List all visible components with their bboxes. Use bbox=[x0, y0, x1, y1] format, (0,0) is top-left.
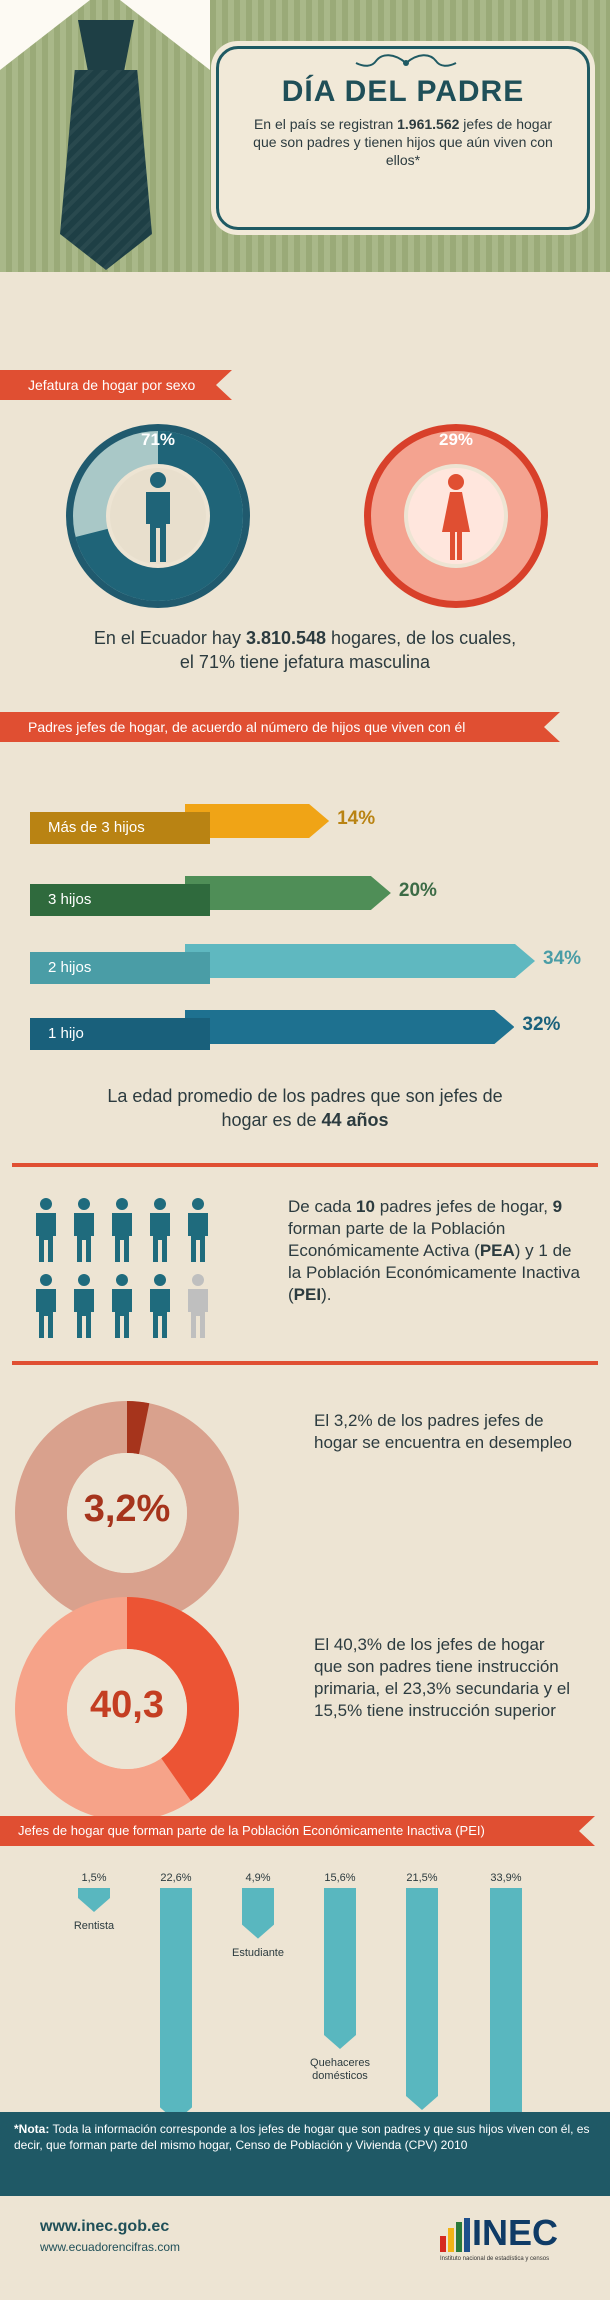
pea-text: De cada 10 padres jefes de hogar, 9 form… bbox=[288, 1197, 580, 1304]
pei-bar-pct: 22,6% bbox=[160, 1872, 192, 1884]
female-donut: 29% bbox=[360, 420, 552, 612]
pei-bar-pct: 15,6% bbox=[324, 1872, 356, 1884]
hijos-bar-pct: 34% bbox=[543, 948, 582, 969]
jefes-count: 1.961.562 bbox=[397, 116, 460, 132]
page-title: DÍA DEL PADRE bbox=[281, 75, 525, 108]
hijos-bar-pct: 14% bbox=[337, 808, 376, 829]
edad-line2: hogar es de 44 años bbox=[221, 1110, 389, 1130]
person-icon bbox=[186, 1274, 210, 1340]
inec-bars-icon bbox=[440, 2218, 470, 2252]
hijos-bar-label: Más de 3 hijos bbox=[30, 812, 210, 844]
hogares-count: 3.810.548 bbox=[245, 628, 327, 648]
shirt-collar-left bbox=[0, 0, 90, 70]
banner-hijos: Padres jefes de hogar, de acuerdo al núm… bbox=[0, 712, 560, 742]
pei-bar-pct: 4,9% bbox=[245, 1872, 271, 1884]
instruccion-text: El 40,3% de los jefes de hogar que son p… bbox=[314, 1635, 571, 1720]
tie-icon bbox=[60, 70, 152, 270]
nota-label: *Nota: bbox=[14, 2122, 50, 2136]
url-inec[interactable]: www.inec.gob.ec bbox=[40, 2218, 170, 2235]
pei-bar-pct: 1,5% bbox=[81, 1872, 107, 1884]
hijos-bar-arrow bbox=[185, 876, 391, 910]
banner-pei: Jefes de hogar que forman parte de la Po… bbox=[0, 1816, 595, 1846]
url-ecuadorencifras[interactable]: www.ecuadorencifras.com bbox=[40, 2240, 181, 2254]
inec-logo-text: INEC bbox=[472, 2212, 559, 2253]
person-icon bbox=[72, 1198, 96, 1264]
desempleo-text: El 3,2% de los padres jefes de hogar se … bbox=[314, 1411, 573, 1452]
tie-knot-icon bbox=[78, 20, 134, 72]
pei-bar bbox=[160, 1888, 192, 2121]
female-person-icon bbox=[442, 474, 470, 560]
pei-bar-label: Rentista bbox=[73, 1920, 115, 1932]
hogares-summary: En el Ecuador hay 3.810.548 hogares, de … bbox=[93, 628, 517, 648]
hijos-bar-label: 1 hijo bbox=[30, 1018, 210, 1050]
male-donut: 71% bbox=[62, 420, 254, 612]
inec-logo-sub: Instituto nacional de estadística y cens… bbox=[440, 2256, 550, 2262]
hijos-bar-arrow bbox=[185, 1010, 514, 1044]
hijos-bar-label: 3 hijos bbox=[30, 884, 210, 916]
pei-bar-pct: 21,5% bbox=[406, 1872, 438, 1884]
header-banner: DÍA DEL PADRE En el país se registran 1.… bbox=[0, 0, 610, 272]
nota-text: Toda la información corresponde a los je… bbox=[14, 2122, 590, 2152]
person-icon bbox=[148, 1198, 172, 1264]
divider bbox=[12, 1163, 598, 1167]
person-icon bbox=[110, 1198, 134, 1264]
male-person-icon bbox=[146, 472, 170, 562]
footer-note: *Nota: Toda la información corresponde a… bbox=[0, 2112, 610, 2196]
divider bbox=[12, 1361, 598, 1365]
pei-bar-pct: 33,9% bbox=[490, 1872, 522, 1884]
pei-bar bbox=[406, 1888, 438, 2110]
edad-line1: La edad promedio de los padres que son j… bbox=[107, 1086, 503, 1106]
flourish-icon bbox=[355, 54, 457, 67]
header-subtitle: En el país se registran 1.961.562 jefes … bbox=[253, 116, 553, 168]
banner-sexo: Jefatura de hogar por sexo bbox=[0, 370, 232, 400]
pei-bar bbox=[242, 1888, 274, 1939]
shirt-collar-right bbox=[120, 0, 210, 70]
edad-value: 44 años bbox=[321, 1110, 389, 1130]
person-icon bbox=[110, 1274, 134, 1340]
pei-bar bbox=[324, 1888, 356, 2049]
person-icon bbox=[34, 1198, 58, 1264]
person-icon bbox=[72, 1274, 96, 1340]
person-icon bbox=[34, 1274, 58, 1340]
hijos-bar-arrow bbox=[185, 944, 535, 978]
desempleo-donut: 3,2% bbox=[14, 1400, 240, 1626]
female-pct: 29% bbox=[438, 430, 474, 449]
hijos-bar-pct: 32% bbox=[522, 1014, 561, 1035]
hijos-bar-pct: 20% bbox=[398, 880, 437, 901]
desempleo-value: 3,2% bbox=[83, 1488, 171, 1530]
person-icon bbox=[186, 1198, 210, 1264]
footer: www.inec.gob.ec www.ecuadorencifras.com … bbox=[0, 2196, 610, 2300]
pei-bar bbox=[78, 1888, 110, 1912]
male-pct: 71% bbox=[140, 430, 176, 449]
instruccion-value: 40,3 bbox=[90, 1684, 164, 1726]
instruccion-donut: 40,3 bbox=[14, 1596, 240, 1822]
title-card: DÍA DEL PADRE En el país se registran 1.… bbox=[216, 46, 590, 230]
pei-bar-label: Quehaceres domésticos bbox=[310, 2057, 370, 2083]
inec-logo: INEC Instituto nacional de estadística y… bbox=[440, 2212, 590, 2272]
pei-bar-label: Estudiante bbox=[232, 1946, 284, 1959]
hijos-bar-label: 2 hijos bbox=[30, 952, 210, 984]
male-share-arc bbox=[73, 431, 243, 601]
hogares-summary-2: el 71% tiene jefatura masculina bbox=[179, 652, 431, 672]
person-icon bbox=[148, 1274, 172, 1340]
